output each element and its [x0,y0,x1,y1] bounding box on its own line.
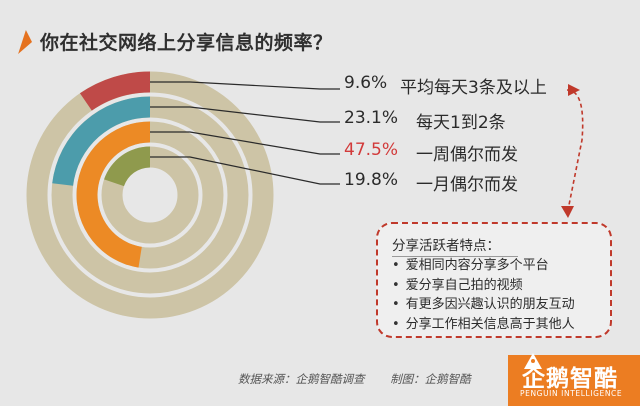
callout-item: 爱相同内容分享多个平台 [392,256,575,276]
page-title: 你在社交网络上分享信息的频率？ [40,32,333,54]
callout-item: 分享工作相关信息高于其他人 [392,315,575,335]
ring-segment-0 [79,71,150,111]
active-sharers-callout: 分享活跃者特点： 爱相同内容分享多个平台 爱分享自己拍的视频 有更多因兴趣认识的… [376,222,612,338]
category-label-1: 每天1到2条 [416,113,506,133]
source-line: 数据来源：企鹅智酷调查 制图：企鹅智酷 [238,371,493,387]
logo-tagline: PENGUIN INTELLIGENCE [520,389,623,398]
leader-line-2 [150,131,340,155]
value-label-1: 23.1% [344,108,399,128]
callout-item: 爱分享自己拍的视频 [392,276,575,296]
logo-name: 企鹅智酷 [522,366,618,392]
row-marker-icon [568,84,580,96]
ring-segment-2 [76,121,150,268]
ring-segment-3 [104,146,150,187]
value-label-3: 19.8% [344,170,399,190]
ring-segment-1 [52,96,150,186]
category-label-0: 平均每天3条及以上 [400,78,547,98]
penguin-logo-icon [524,353,542,369]
leader-line-1 [150,106,340,123]
callout-heading: 分享活跃者特点： [392,234,518,257]
callout-connector [566,89,584,211]
logo: 企鹅智酷 PENGUIN INTELLIGENCE [508,353,640,406]
value-label-0: 9.6% [344,73,388,93]
source-text: 数据来源：企鹅智酷调查 [238,372,365,386]
category-label-2: 一周偶尔而发 [416,145,518,165]
category-label-3: 一月偶尔而发 [416,175,518,195]
title-bar: 你在社交网络上分享信息的频率？ [18,28,333,55]
leader-line-3 [150,156,340,185]
footer: 数据来源：企鹅智酷调查 制图：企鹅智酷 企鹅智酷 PENGUIN INTELLI… [0,353,640,406]
callout-arrow-icon [561,206,574,218]
leader-line-0 [150,81,340,90]
author-text: 制图：企鹅智酷 [390,372,471,386]
callout-item: 有更多因兴趣认识的朋友互动 [392,295,575,315]
value-label-2: 47.5% [344,140,399,160]
callout-list: 爱相同内容分享多个平台 爱分享自己拍的视频 有更多因兴趣认识的朋友互动 分享工作… [392,256,575,334]
